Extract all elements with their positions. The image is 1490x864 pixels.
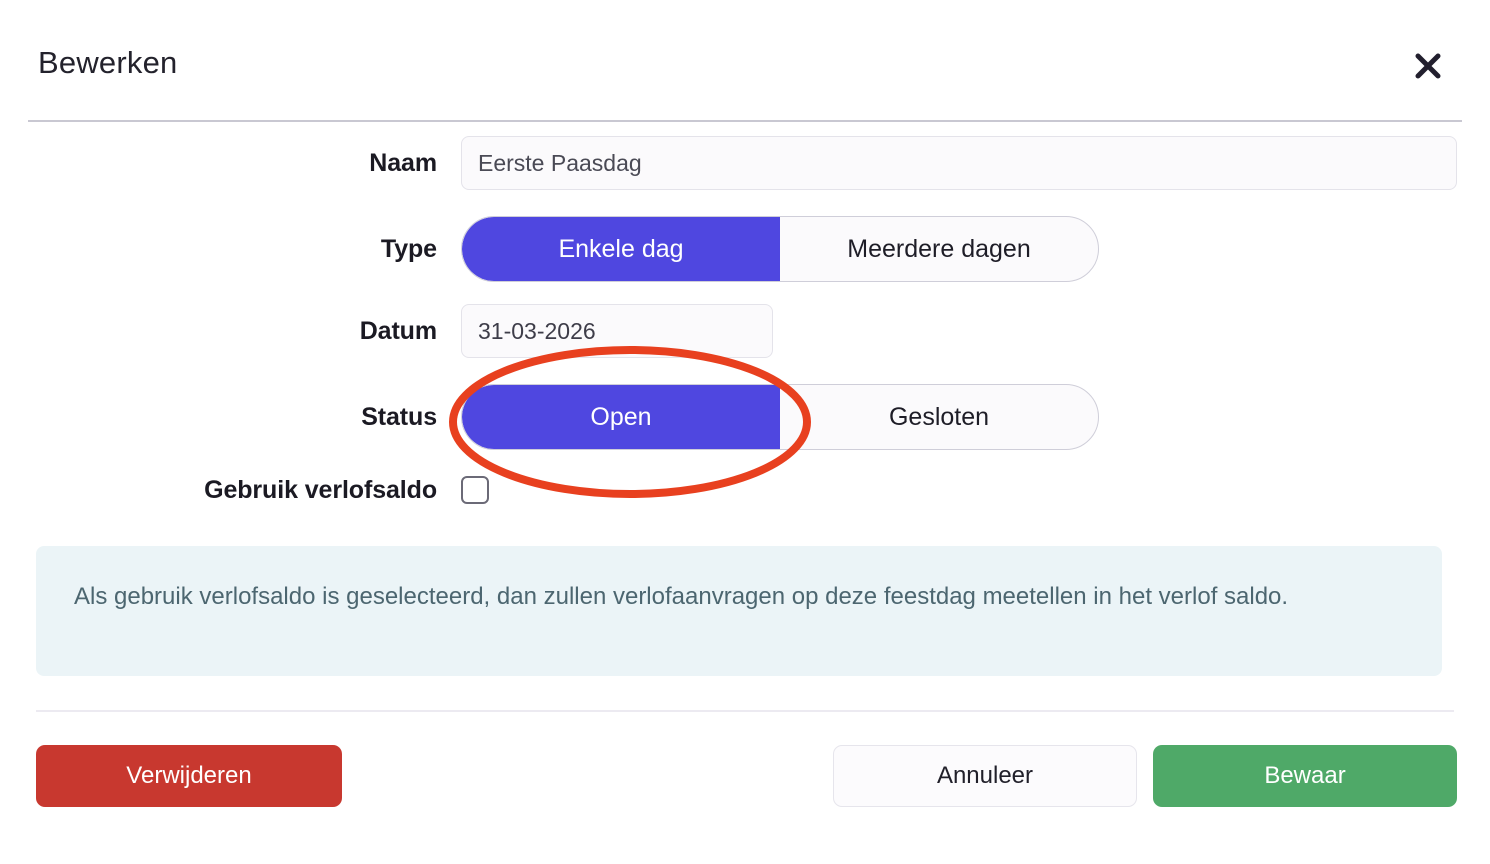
save-button[interactable]: Bewaar [1153, 745, 1457, 807]
page-title: Bewerken [38, 45, 178, 80]
label-status: Status [361, 402, 437, 431]
label-gebruik-verlofsaldo: Gebruik verlofsaldo [204, 475, 437, 504]
field-datum [461, 304, 773, 358]
header-divider [28, 120, 1462, 122]
form-row-naam: Naam [0, 136, 1490, 190]
naam-input[interactable] [461, 136, 1457, 190]
gebruik-verlofsaldo-checkbox[interactable] [461, 476, 489, 504]
info-banner-text: Als gebruik verlofsaldo is geselecteerd,… [74, 583, 1289, 610]
field-status: Open Gesloten [461, 384, 1099, 450]
field-naam [461, 136, 1457, 190]
status-toggle-group: Open Gesloten [461, 384, 1099, 450]
label-naam: Naam [369, 148, 437, 177]
label-type: Type [380, 234, 437, 263]
type-toggle-group: Enkele dag Meerdere dagen [461, 216, 1099, 282]
close-button[interactable] [1402, 40, 1454, 92]
field-type: Enkele dag Meerdere dagen [461, 216, 1099, 282]
info-banner: Als gebruik verlofsaldo is geselecteerd,… [36, 546, 1442, 676]
type-toggle-meerdere-dagen[interactable]: Meerdere dagen [780, 217, 1098, 281]
dialog-header: Bewerken [0, 0, 1490, 122]
form-row-verlofsaldo: Gebruik verlofsaldo [0, 470, 1490, 510]
status-toggle-open[interactable]: Open [462, 385, 780, 449]
form-row-type: Type Enkele dag Meerdere dagen [0, 216, 1490, 282]
date-field-wrapper [461, 304, 773, 358]
cancel-button[interactable]: Annuleer [833, 745, 1137, 807]
field-verlofsaldo [461, 476, 489, 504]
datum-input[interactable] [462, 305, 772, 357]
close-icon [1413, 51, 1443, 81]
form-row-datum: Datum [0, 304, 1490, 358]
label-datum: Datum [359, 316, 437, 345]
form-row-status: Status Open Gesloten [0, 384, 1490, 450]
type-toggle-enkele-dag[interactable]: Enkele dag [462, 217, 780, 281]
footer-divider [36, 710, 1454, 712]
status-toggle-gesloten[interactable]: Gesloten [780, 385, 1098, 449]
delete-button[interactable]: Verwijderen [36, 745, 342, 807]
